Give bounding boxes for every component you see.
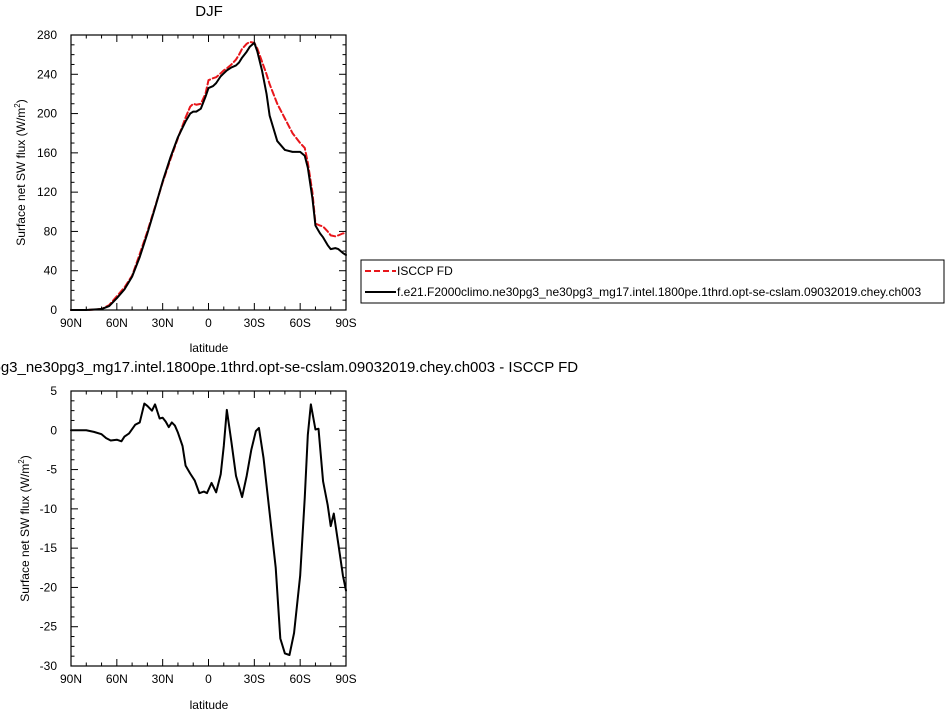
bottom-panel-y-tick-label: 0 — [50, 423, 57, 437]
bottom-panel-frame — [70, 390, 347, 667]
top-panel-x-tick-label: 30S — [244, 316, 265, 330]
top-panel-y-tick-label: 160 — [37, 146, 57, 160]
bottom-panel-x-tick-label: 90S — [335, 672, 356, 686]
top-panel-ticks: 90N 60N 30N 0 30S 60S 90S 0 40 80 120 160 200 240 280 — [37, 28, 357, 330]
top-panel-series-line-1 — [70, 41, 347, 311]
top-panel-y-tick-label: 80 — [44, 224, 58, 238]
bottom-panel-x-axis-label: latitude — [190, 698, 229, 712]
bottom-panel-x-tick-label: 90N — [60, 672, 82, 686]
top-panel-series-line-0 — [70, 40, 347, 311]
bottom-panel-y-tick-label: -5 — [46, 463, 57, 477]
top-panel-x-axis-label: latitude — [190, 341, 229, 355]
bottom-panel-y-tick-label: -20 — [40, 580, 58, 594]
top-panel-y-tick-label: 200 — [37, 107, 57, 121]
top-panel-title: DJF — [195, 3, 223, 20]
bottom-panel: f.e21.F2000climo.ne30pg3_ne30pg3_mg17.in… — [0, 359, 578, 712]
top-panel-y-tick-label: 0 — [50, 303, 57, 317]
legend: ISCCP FD f.e21.F2000climo.ne30pg3_ne30pg… — [360, 259, 945, 304]
bottom-panel-x-tick-label: 0 — [205, 672, 212, 686]
bottom-panel-y-tick-label: -25 — [40, 620, 58, 634]
legend-box — [360, 259, 945, 304]
top-panel-x-tick-label: 60S — [289, 316, 310, 330]
bottom-panel-x-tick-label: 60S — [289, 672, 310, 686]
bottom-panel-ticks: 90N 60N 30N 0 30S 60S 90S -30 -25 -20 -15 -10 -5 0 5 — [40, 384, 357, 686]
legend-label-isccp-fd: ISCCP FD — [397, 264, 453, 278]
bottom-panel-x-tick-label: 30S — [244, 672, 265, 686]
bottom-panel-title: f.e21.F2000climo.ne30pg3_ne30pg3_mg17.in… — [0, 359, 578, 376]
top-panel-frame — [70, 34, 347, 311]
bottom-panel-y-axis-label: Surface net SW flux (W/m2) — [17, 455, 32, 601]
bottom-panel-y-tick-label: 5 — [50, 384, 57, 398]
legend-label-model: f.e21.F2000climo.ne30pg3_ne30pg3_mg17.in… — [397, 285, 921, 299]
top-panel-x-tick-label: 90S — [335, 316, 356, 330]
bottom-panel-series-layer — [70, 402, 347, 656]
top-panel-x-tick-label: 0 — [205, 316, 212, 330]
top-panel: DJF 90N 60N 30N 0 30S 60S 90S 0 40 80 120 160 200 240… — [13, 3, 357, 355]
bottom-panel-y-tick-label: -30 — [40, 659, 58, 673]
bottom-panel-x-tick-label: 30N — [152, 672, 174, 686]
top-panel-y-axis-label: Surface net SW flux (W/m2) — [13, 99, 28, 245]
bottom-panel-y-tick-label: -10 — [40, 502, 58, 516]
top-panel-series-layer — [70, 40, 347, 311]
bottom-panel-series-line-0 — [70, 402, 347, 656]
top-panel-y-tick-label: 280 — [37, 28, 57, 42]
top-panel-x-tick-label: 30N — [152, 316, 174, 330]
top-panel-y-tick-label: 40 — [44, 264, 58, 278]
bottom-panel-y-tick-label: -15 — [40, 541, 58, 555]
top-panel-y-tick-label: 120 — [37, 185, 57, 199]
bottom-panel-x-tick-label: 60N — [106, 672, 128, 686]
top-panel-x-tick-label: 60N — [106, 316, 128, 330]
top-panel-y-tick-label: 240 — [37, 67, 57, 81]
top-panel-x-tick-label: 90N — [60, 316, 82, 330]
